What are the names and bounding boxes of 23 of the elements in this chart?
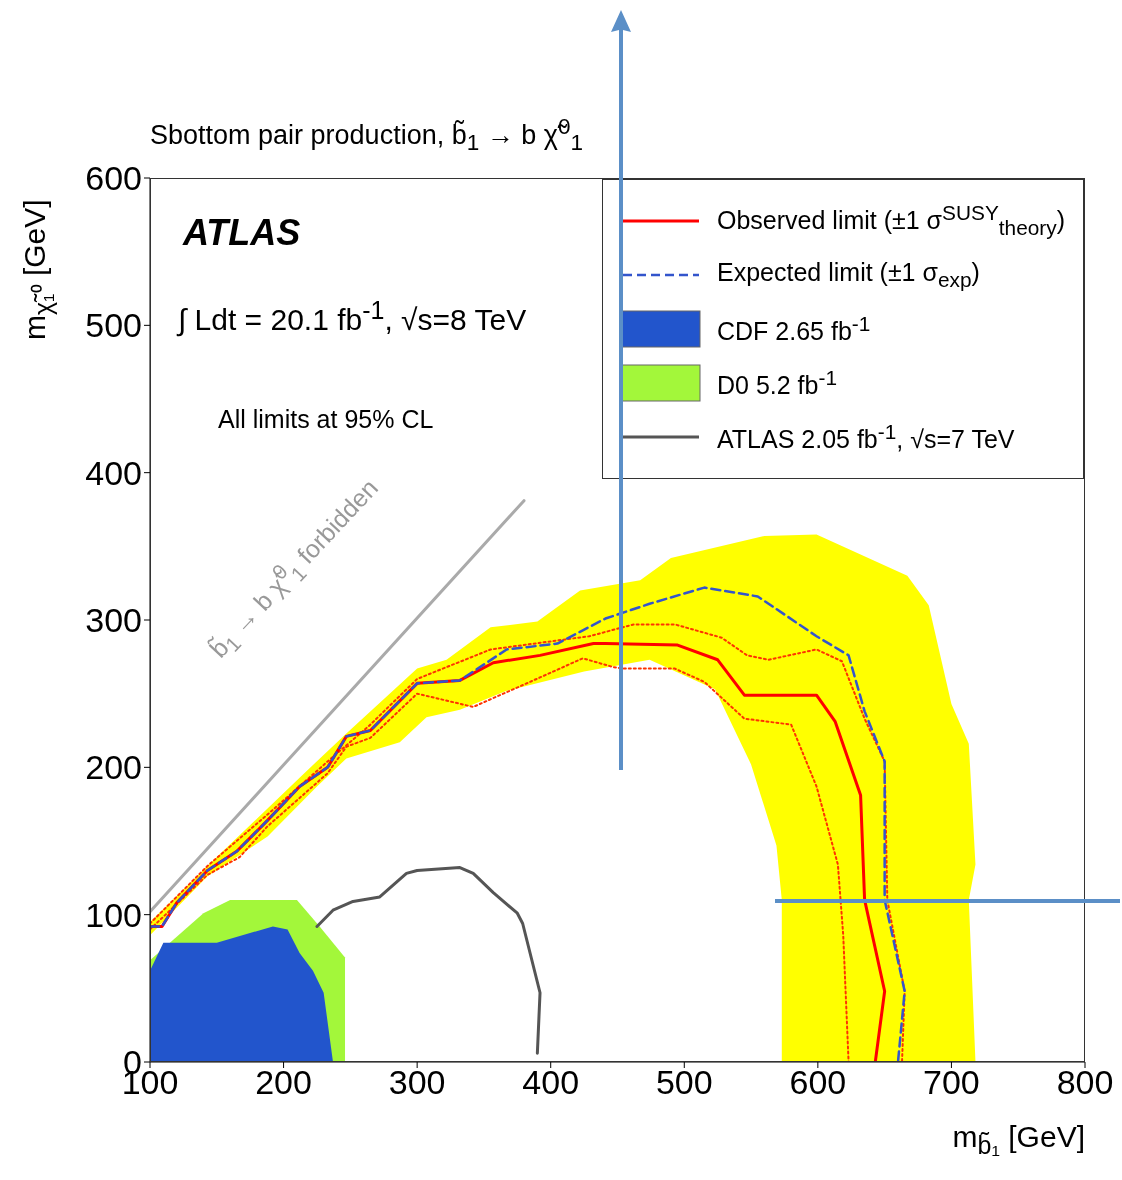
y-tick-label: 400 bbox=[85, 453, 142, 492]
x-axis-title: m$_{b̃₁}$ [GeV] bbox=[952, 1120, 1085, 1160]
legend-label: Observed limit (±1 σ$^{SUSY}$$_{theory}$) bbox=[717, 201, 1065, 241]
x-tick-label: 700 bbox=[923, 1063, 980, 1102]
line-series bbox=[315, 866, 542, 1055]
y-tick-label: 500 bbox=[85, 306, 142, 345]
legend-label: D0 5.2 fb$^{-1}$ bbox=[717, 365, 837, 401]
y-tick-label: 300 bbox=[85, 601, 142, 640]
x-tick-label: 500 bbox=[655, 1063, 713, 1102]
legend-label: Expected limit (±1 σ$_{exp}$) bbox=[717, 258, 980, 292]
x-tick-label: 200 bbox=[255, 1063, 312, 1102]
annotation: ∫ Ldt = 20.1 fb$^{-1}$, √s=8 TeV bbox=[178, 296, 527, 337]
legend-label: CDF 2.65 fb$^{-1}$ bbox=[717, 311, 871, 347]
x-tick-label: 400 bbox=[522, 1063, 580, 1102]
x-tick-label: 300 bbox=[388, 1063, 446, 1102]
y-tick-label: 600 bbox=[85, 159, 142, 198]
legend-label: ATLAS 2.05 fb$^{-1}$, √s=7 TeV bbox=[717, 419, 1015, 455]
annotation: ATLAS bbox=[183, 212, 301, 254]
x-tick-label: 800 bbox=[1056, 1063, 1114, 1102]
annotation: All limits at 95% CL bbox=[218, 405, 434, 434]
y-tick-label: 200 bbox=[85, 748, 142, 787]
y-tick-label: 100 bbox=[85, 895, 142, 934]
x-tick-label: 600 bbox=[789, 1063, 847, 1102]
